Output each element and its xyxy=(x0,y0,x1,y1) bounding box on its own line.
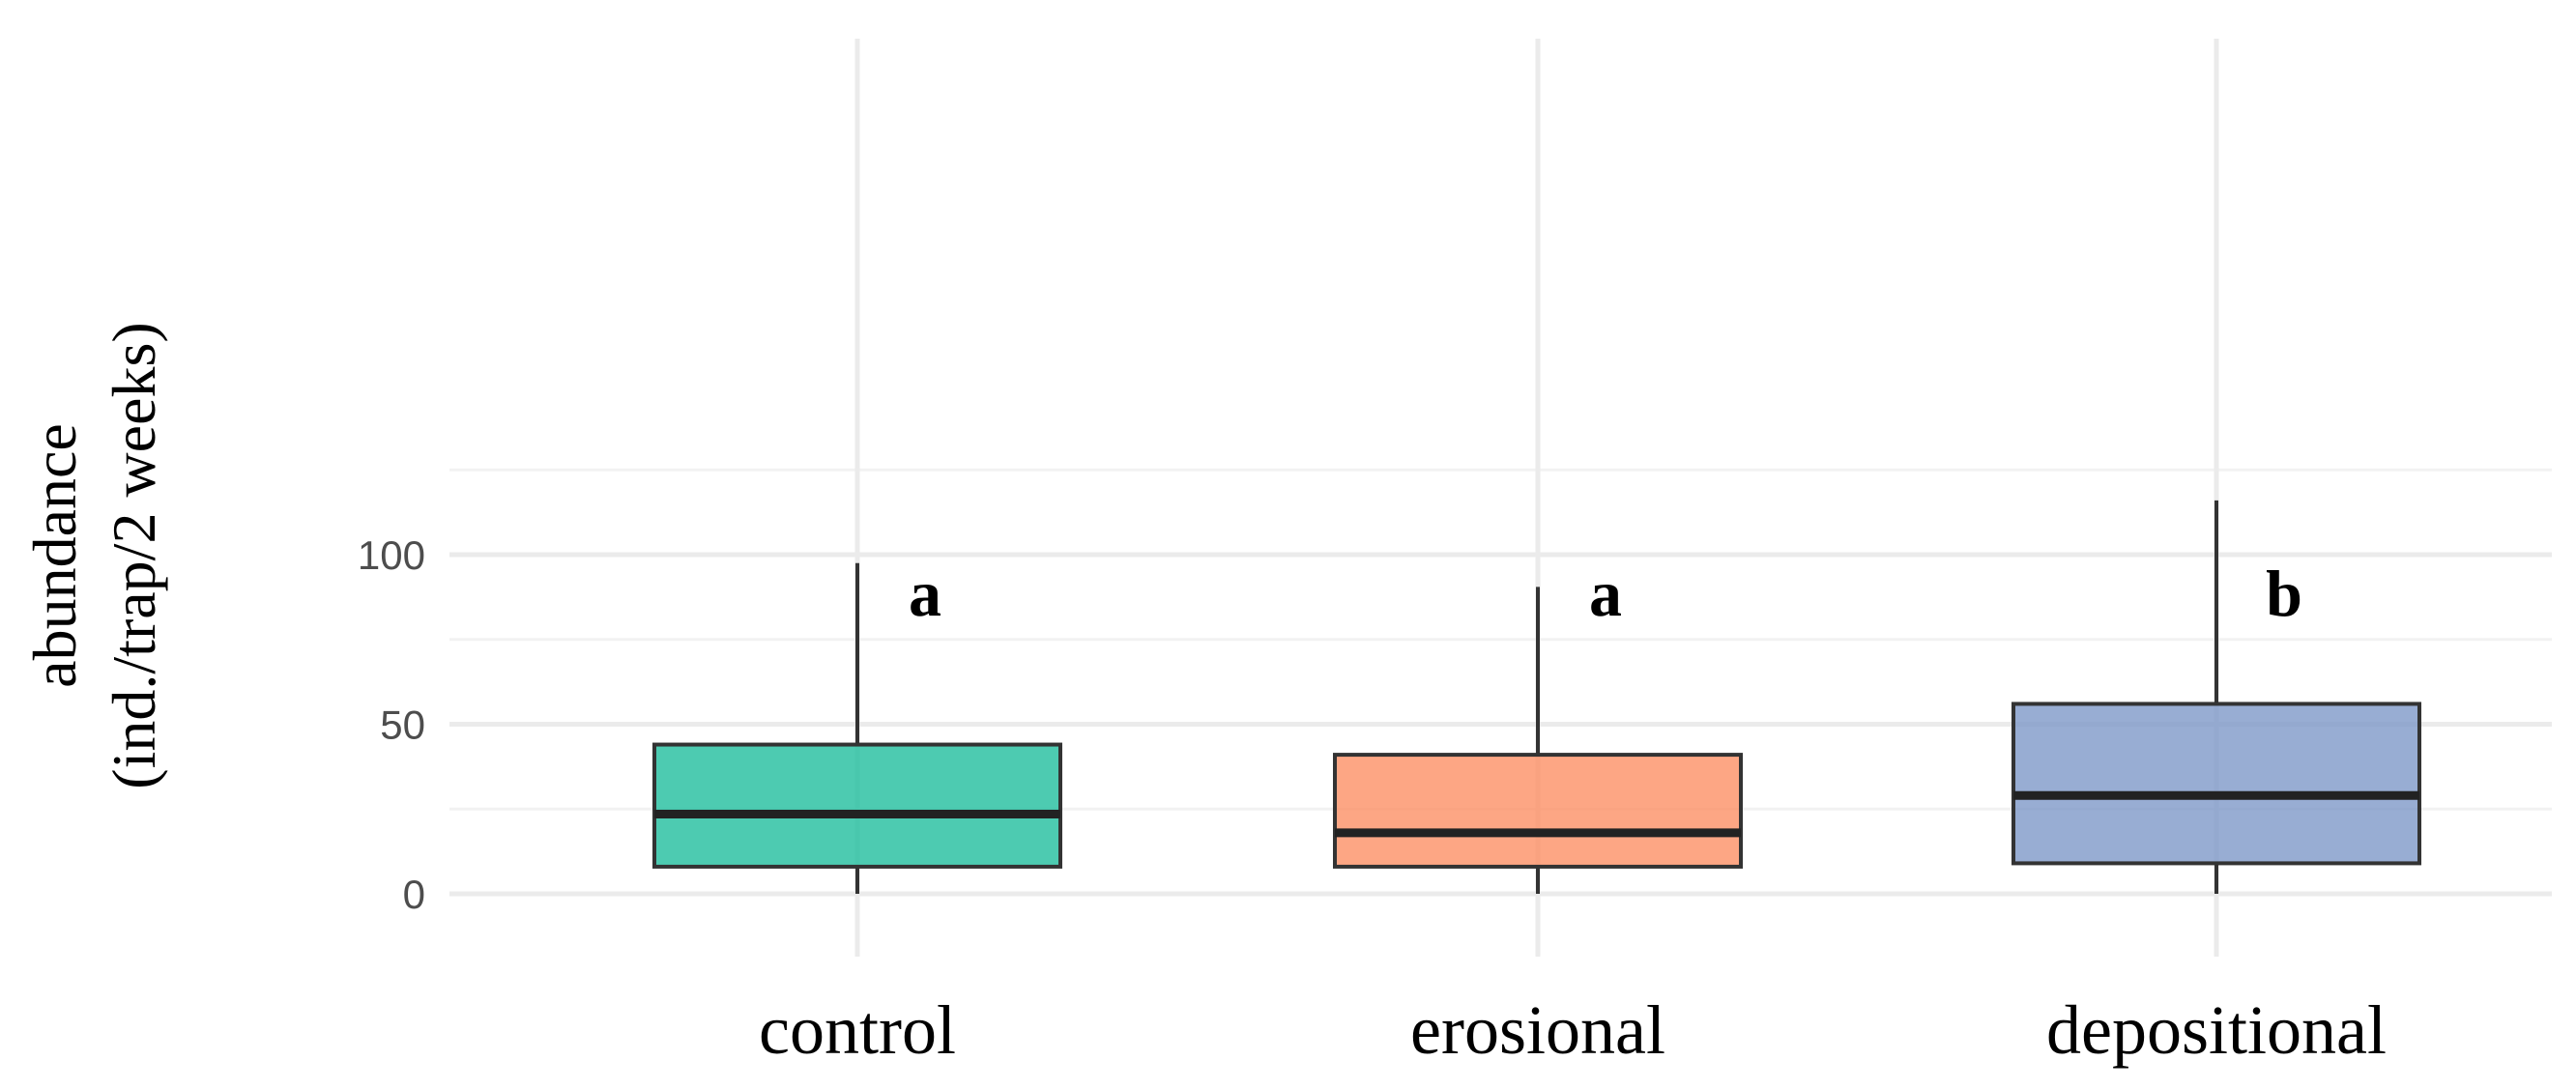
significance-letter: a xyxy=(909,557,941,630)
significance-letter: b xyxy=(2266,557,2302,630)
y-tick-label: 100 xyxy=(358,532,425,578)
box-control xyxy=(652,562,1062,894)
iqr-box xyxy=(652,742,1062,869)
x-category-label: control xyxy=(759,991,956,1069)
y-axis-title: abundance (ind./trap/2 weeks) xyxy=(20,322,168,788)
iqr-box xyxy=(2012,702,2421,866)
iqr-box xyxy=(1333,753,1743,869)
grid-layer xyxy=(449,39,2552,957)
boxes-layer xyxy=(652,500,2421,894)
y-axis-title-line1: abundance xyxy=(20,423,89,688)
y-axis-ticks: 0 50 100 xyxy=(358,532,425,917)
x-category-label: depositional xyxy=(2046,991,2387,1069)
y-tick-label: 50 xyxy=(380,702,425,748)
y-axis-title-line2: (ind./trap/2 weeks) xyxy=(100,322,168,788)
box-erosional xyxy=(1333,587,1743,894)
y-tick-label: 0 xyxy=(403,872,425,917)
x-category-label: erosional xyxy=(1410,991,1665,1069)
x-axis-category-labels: control erosional depositional xyxy=(759,991,2387,1069)
significance-letter: a xyxy=(1589,557,1622,630)
box-depositional xyxy=(2012,500,2421,894)
